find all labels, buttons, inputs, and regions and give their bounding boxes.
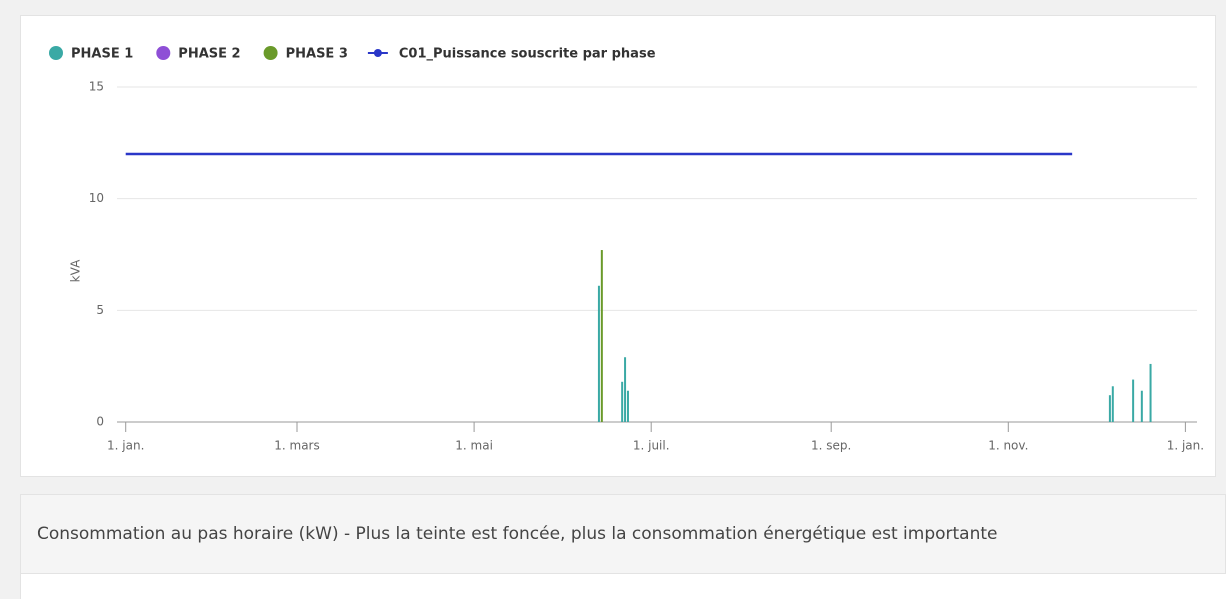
x-tick-label: 1. mai (455, 439, 493, 453)
x-tick-label: 1. jan. (1167, 439, 1204, 453)
bar (1111, 386, 1114, 422)
y-tick-label: 15 (89, 80, 104, 94)
chart: kVA 0 5 10 15 1. jan. 1. mars 1. mai 1. juil. 1.… (49, 46, 1204, 453)
bar (621, 381, 624, 422)
y-axis-label: kVA (69, 259, 83, 282)
bar (597, 285, 600, 422)
legend-marker (156, 46, 171, 60)
legend-label: C01_Puissance souscrite par phase (399, 47, 656, 62)
legend-marker (49, 46, 63, 60)
bar (1108, 395, 1111, 422)
bar (624, 357, 627, 422)
bar (626, 390, 629, 422)
y-tick-label: 10 (89, 191, 104, 205)
y-tick-label: 5 (96, 303, 104, 317)
x-tick-label: 1. sep. (811, 439, 851, 453)
bar (600, 250, 603, 422)
legend-marker (263, 46, 278, 60)
chart-card (20, 15, 1216, 477)
x-tick-label: 1. mars (274, 439, 320, 453)
x-tick-label: 1. nov. (988, 439, 1028, 453)
bar (1149, 363, 1152, 422)
legend-label: PHASE 1 (71, 47, 133, 62)
legend-label: PHASE 3 (286, 47, 348, 62)
bar (1132, 379, 1135, 422)
bar (1140, 390, 1143, 422)
x-tick-label: 1. jan. (107, 439, 144, 453)
panel-body (20, 574, 1226, 599)
legend-marker (373, 49, 382, 57)
legend-label: PHASE 2 (178, 47, 240, 62)
panel-header: Consommation au pas horaire (kW) - Plus … (20, 494, 1226, 574)
y-tick-label: 0 (96, 415, 104, 429)
x-tick-label: 1. juil. (633, 439, 670, 453)
